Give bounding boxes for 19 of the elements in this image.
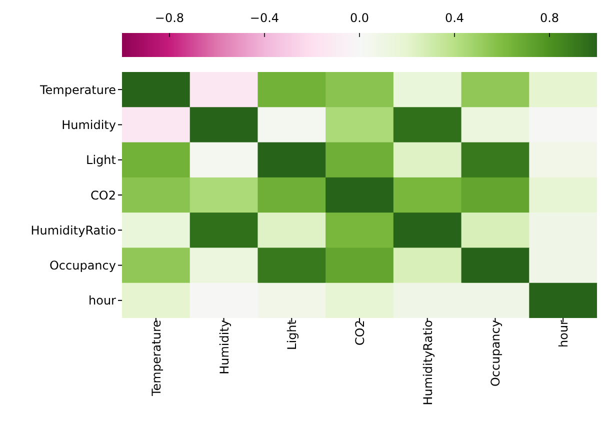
color-bar-label: −0.8 [154, 11, 184, 25]
x-tick-label: Light [285, 320, 300, 350]
y-tick-label: Temperature [38, 82, 116, 97]
x-tick-label: Occupancy [488, 320, 503, 387]
x-tick-label: Humidity [217, 320, 232, 374]
x-tick-label: Temperature [149, 320, 164, 398]
x-tick-label: hour [556, 320, 571, 348]
y-tick-label: Humidity [62, 118, 116, 132]
y-tick-label: CO2 [90, 188, 116, 202]
y-tick-label: HumidityRatio [30, 223, 116, 238]
color-bar-label: 0.8 [540, 11, 560, 25]
y-tick-label: Light [86, 153, 116, 168]
y-tick-label: hour [88, 294, 116, 308]
x-tick-label: CO2 [353, 320, 368, 346]
color-bar-label: 0.4 [444, 11, 464, 25]
x-tick-label: HumidityRatio [420, 320, 435, 406]
y-tick-label: Occupancy [49, 258, 116, 273]
color-bar-label: −0.4 [250, 11, 280, 25]
color-bar-label: 0.0 [350, 11, 370, 25]
